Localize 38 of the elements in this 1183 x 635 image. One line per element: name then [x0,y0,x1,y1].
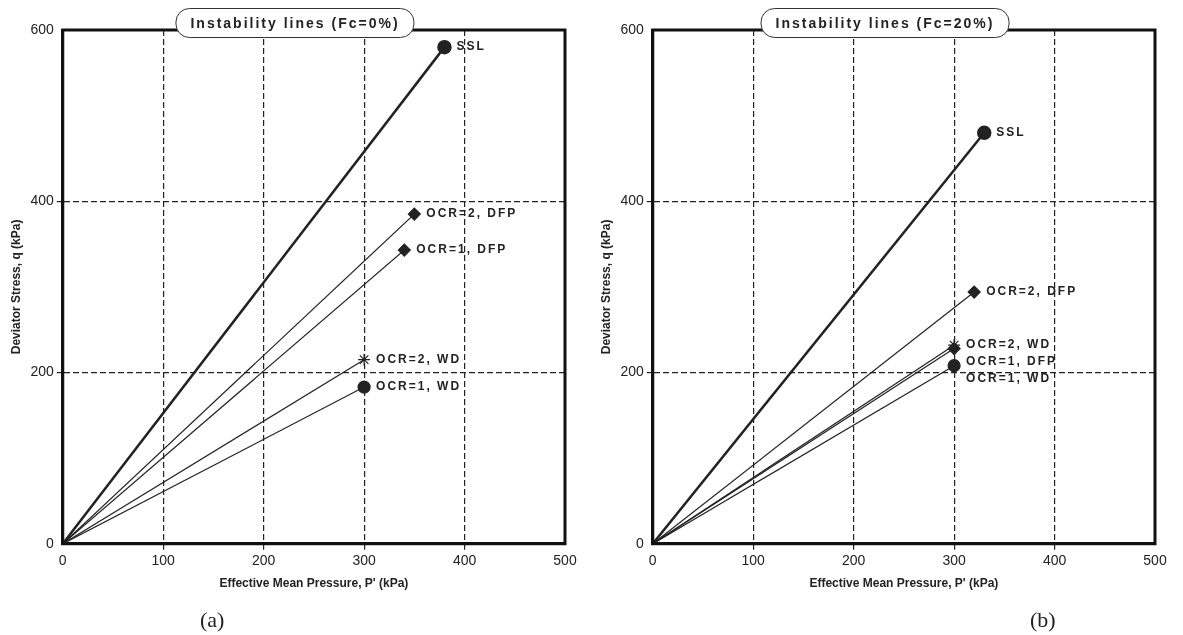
x-tick-label: 500 [553,552,577,569]
x-tick-label: 200 [841,552,866,569]
series-label: SSL [456,39,486,54]
series-label: OCR=1, DFP [966,354,1058,369]
x-tick-label: 300 [352,552,376,569]
series-label: OCR=1, DFP [416,242,508,257]
x-tick-label: 0 [648,552,657,569]
x-tick-label: 100 [741,552,766,569]
y-axis-title: Deviator Stress, q (kPa) [8,219,23,355]
series-label: SSL [996,125,1026,140]
text: (b) [1030,607,1056,633]
y-tick-label: 400 [620,192,644,209]
x-tick-label: 400 [1042,552,1067,569]
series-label: OCR=1, WD [376,379,462,394]
y-tick-label: 600 [620,20,644,37]
y-tick-label: 0 [45,534,54,551]
chart-title: Instability lines (Fc=20%) [760,8,1010,38]
x-tick-label: 100 [151,552,176,569]
y-axis-title: Deviator Stress, q (kPa) [598,219,613,355]
x-tick-label: 400 [452,552,477,569]
x-tick-label: 200 [251,552,276,569]
series-label: OCR=2, DFP [986,284,1078,299]
x-tick-label: 500 [1143,552,1167,569]
y-tick-label: 0 [635,534,644,551]
series-label: OCR=2, WD [376,352,462,366]
y-tick-label: 400 [30,192,54,209]
chart-title: Instability lines (Fc=0%) [175,8,415,38]
x-axis-title: Effective Mean Pressure, P' (kPa) [809,576,999,591]
x-axis-title: Effective Mean Pressure, P' (kPa) [219,576,409,591]
y-tick-label: 600 [30,20,54,37]
y-tick-label: 200 [620,363,644,380]
series-label: OCR=2, DFP [426,206,518,221]
y-tick-label: 200 [30,363,54,380]
text: (a) [200,607,225,633]
x-tick-label: 0 [58,552,67,569]
x-tick-label: 300 [942,552,966,569]
series-label: OCR=1, WD [966,371,1052,386]
series-label: OCR=2, WD [966,337,1052,352]
